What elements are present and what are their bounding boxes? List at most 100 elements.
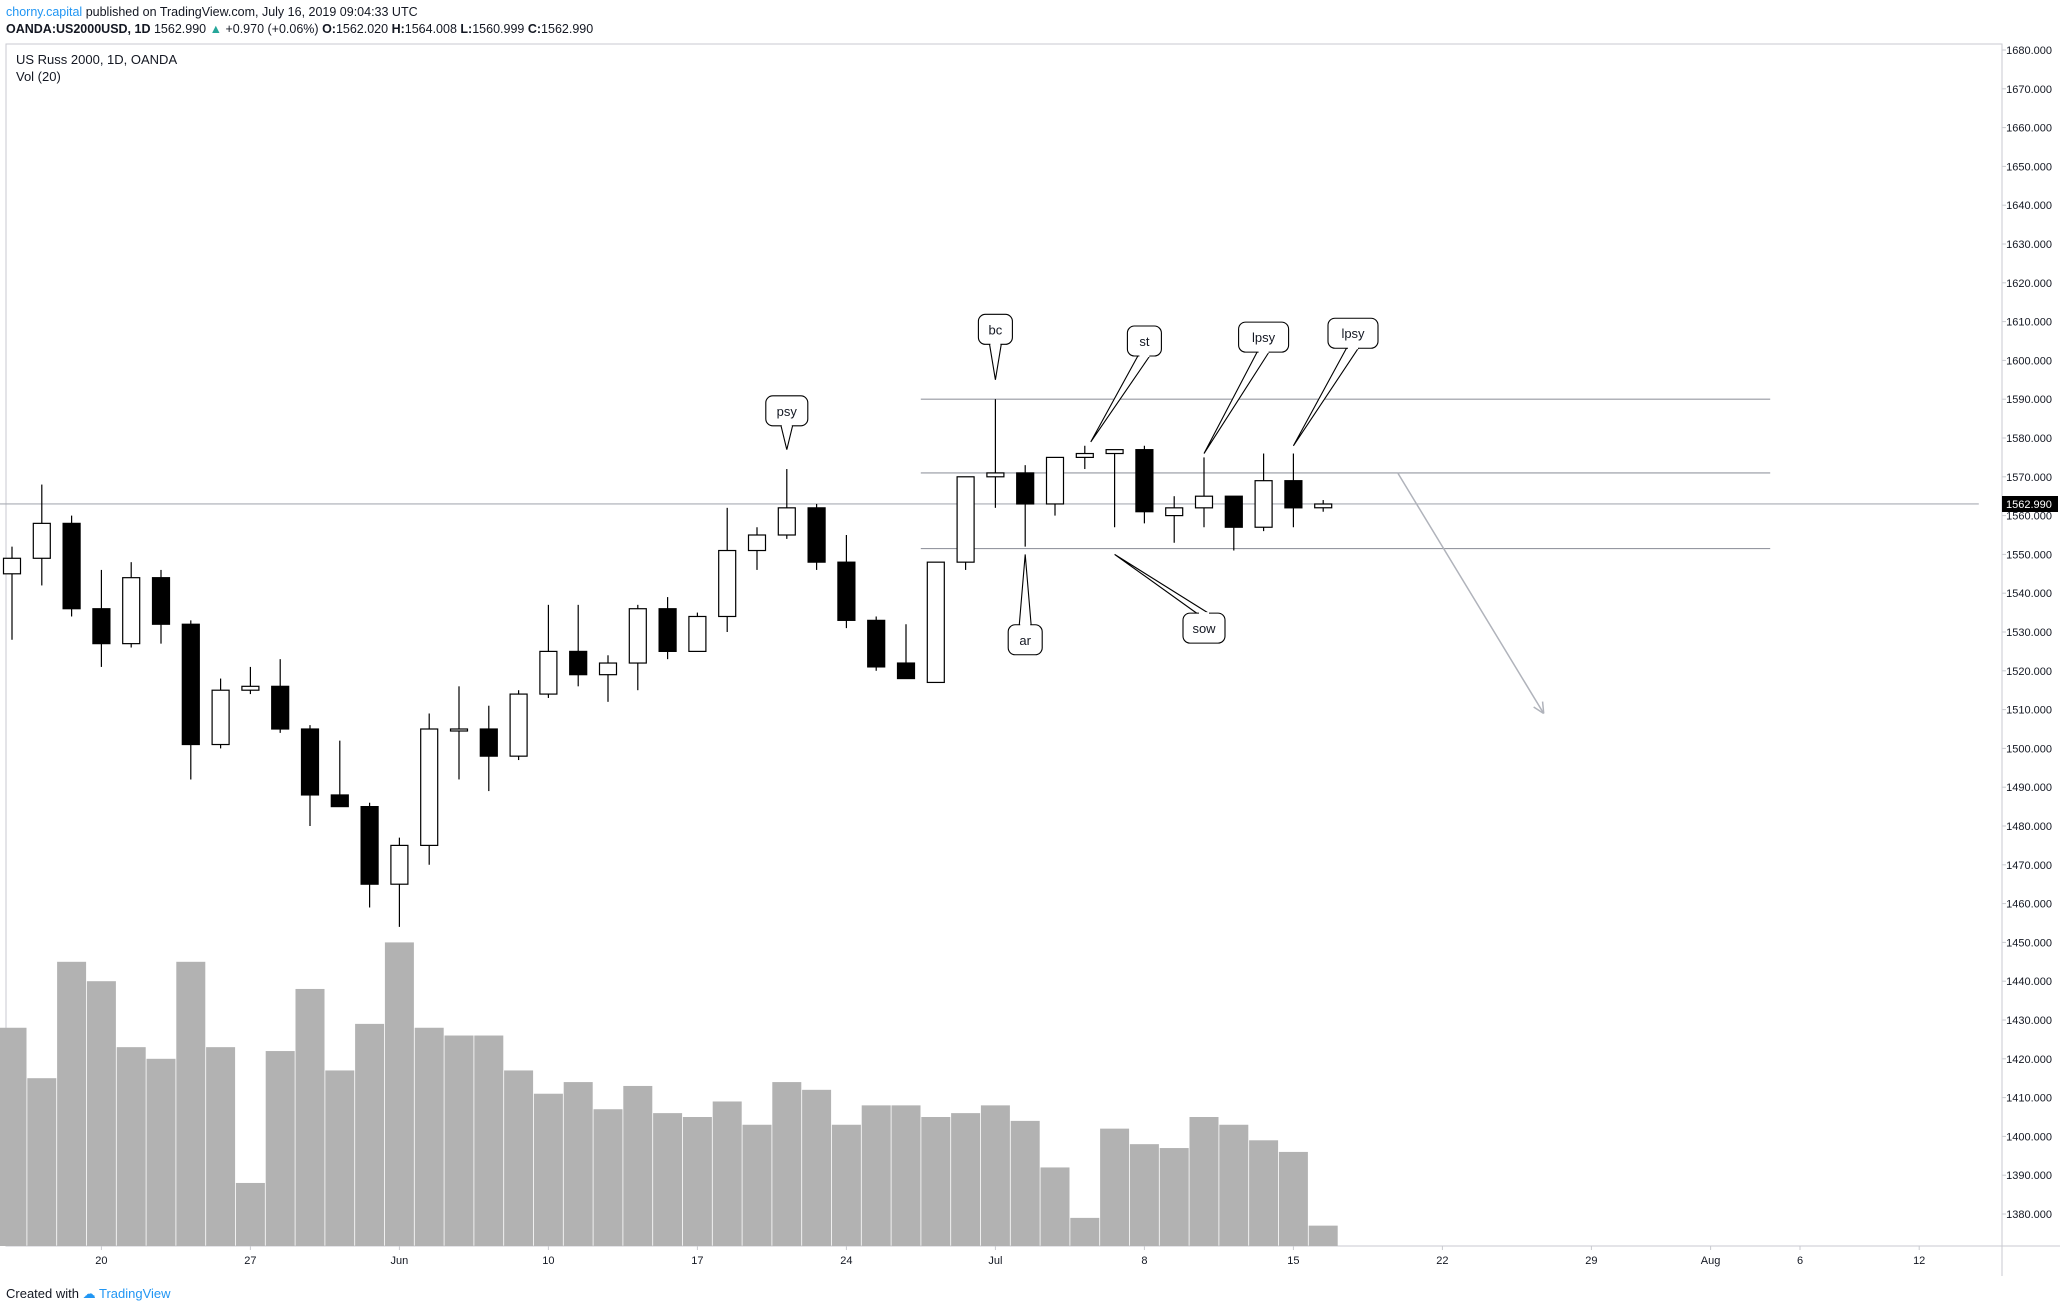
annotation-pointer <box>1018 554 1032 626</box>
open-label: O: <box>322 22 336 36</box>
price-tick-label: 1410.000 <box>2006 1093 2052 1105</box>
annotation-joint <box>1348 345 1358 350</box>
annotation-joint <box>990 341 1001 346</box>
price-tick-label: 1570.000 <box>2006 472 2052 484</box>
candle-body-down <box>300 728 320 796</box>
price-tick-label: 1490.000 <box>2006 782 2052 794</box>
annotation-callout: psy <box>765 395 809 450</box>
time-tick-label: Jun <box>391 1255 409 1267</box>
candle-body-up <box>241 685 260 691</box>
volume-bar <box>653 1113 683 1246</box>
publish-line: chorny.capital published on TradingView.… <box>6 4 593 21</box>
candle-body-up <box>449 728 469 732</box>
arrow-shaft <box>1397 472 1545 714</box>
volume-bar <box>1159 1148 1189 1246</box>
tradingview-logo-icon: ☁ <box>82 1286 96 1301</box>
volume-bar <box>921 1117 951 1246</box>
annotation-label: ar <box>1019 633 1031 648</box>
volume-bar <box>980 1105 1010 1246</box>
candle-body-up <box>777 507 796 536</box>
volume-bar <box>772 1082 802 1246</box>
volume-bar <box>444 1035 474 1246</box>
time-tick-label: 17 <box>691 1255 703 1267</box>
volume-bar <box>57 961 87 1246</box>
time-tick-label: 27 <box>244 1255 256 1267</box>
candle-body-down <box>867 619 886 668</box>
time-tick-label: 24 <box>840 1255 852 1267</box>
annotation-callout: st <box>1090 325 1162 443</box>
price-tick-label: 1520.000 <box>2006 666 2052 678</box>
tradingview-brand[interactable]: TradingView <box>99 1286 171 1301</box>
annotation-pointer <box>1114 553 1211 615</box>
time-tick-label: 22 <box>1436 1255 1448 1267</box>
time-tick-label: 12 <box>1913 1255 1925 1267</box>
volume-bar <box>206 1047 236 1246</box>
time-tick-label: Aug <box>1701 1255 1721 1267</box>
volume-bar <box>1308 1225 1338 1246</box>
volume-bar <box>712 1101 742 1246</box>
price-tick-label: 1510.000 <box>2006 705 2052 717</box>
time-axis[interactable]: 20 27 Jun 10 17 24 Jul 8 15 22 29 Aug 6 12 <box>95 1246 1925 1267</box>
volume-bar <box>474 1035 504 1246</box>
time-tick-label: 29 <box>1585 1255 1597 1267</box>
volume-bar <box>86 981 116 1246</box>
high-value: 1564.008 <box>404 22 457 36</box>
candle-body-up <box>986 472 1005 478</box>
volume-bar <box>742 1124 772 1246</box>
annotation-layer: psy bc st lpsy lpsy ar sow <box>765 313 1379 656</box>
volume-bar <box>504 1070 534 1246</box>
price-tick-label: 1470.000 <box>2006 860 2052 872</box>
high-label: H: <box>391 22 405 36</box>
volume-bar <box>1010 1120 1040 1246</box>
candle-body-up <box>539 650 558 695</box>
price-tick-label: 1440.000 <box>2006 976 2052 988</box>
price-tick-label: 1480.000 <box>2006 821 2052 833</box>
volume-bar <box>146 1058 176 1246</box>
price-tick-label: 1380.000 <box>2006 1209 2052 1221</box>
price-tick-label: 1680.000 <box>2006 45 2052 57</box>
annotation-label: psy <box>777 404 798 419</box>
volume-bar <box>593 1109 623 1246</box>
annotation-label: st <box>1139 334 1150 349</box>
price-tick-label: 1640.000 <box>2006 200 2052 212</box>
candle-body-up <box>628 608 647 664</box>
volume-bar <box>265 1051 295 1246</box>
price-tick-label: 1560.000 <box>2006 511 2052 523</box>
volume-bar <box>1278 1151 1308 1246</box>
candle-body-down <box>151 577 171 625</box>
annotation-joint <box>1020 623 1031 628</box>
volume-bar <box>355 1023 385 1246</box>
candle-body-up <box>211 689 230 746</box>
price-tick-label: 1460.000 <box>2006 899 2052 911</box>
candle-body-up <box>956 476 975 563</box>
annotation-pointer <box>1090 354 1151 443</box>
volume-bar <box>563 1082 593 1246</box>
volume-bar <box>176 961 206 1246</box>
legend-title: US Russ 2000, 1D, OANDA <box>16 52 177 67</box>
candle-body-up <box>747 534 767 552</box>
annotation-pointer <box>1203 350 1271 454</box>
candle-body-up <box>122 577 141 645</box>
volume-bar <box>891 1105 921 1246</box>
volume-bar <box>325 1070 355 1246</box>
annotation-joint <box>781 422 792 427</box>
volume-series <box>0 942 1338 1246</box>
volume-bar <box>1100 1128 1130 1246</box>
author-link[interactable]: chorny.capital <box>6 5 83 19</box>
candle-body-up <box>718 549 737 618</box>
volume-bar <box>384 942 414 1246</box>
candle-body-down <box>1016 472 1035 505</box>
annotation-callout: bc <box>977 313 1013 380</box>
price-tick-label: 1660.000 <box>2006 123 2052 135</box>
annotation-joint <box>1258 349 1269 354</box>
volume-bar <box>1249 1140 1279 1246</box>
annotation-callout: sow <box>1114 553 1226 644</box>
candle-body-up <box>509 693 528 757</box>
projection-arrow <box>1397 472 1545 715</box>
volume-bar <box>1189 1117 1219 1246</box>
candle-body-up <box>1314 503 1333 509</box>
price-axis[interactable]: 1680.000 1670.000 1660.000 1650.000 1640.000… <box>2002 45 2052 1221</box>
candle-series <box>2 399 1333 927</box>
annotation-pointer <box>1292 346 1360 447</box>
